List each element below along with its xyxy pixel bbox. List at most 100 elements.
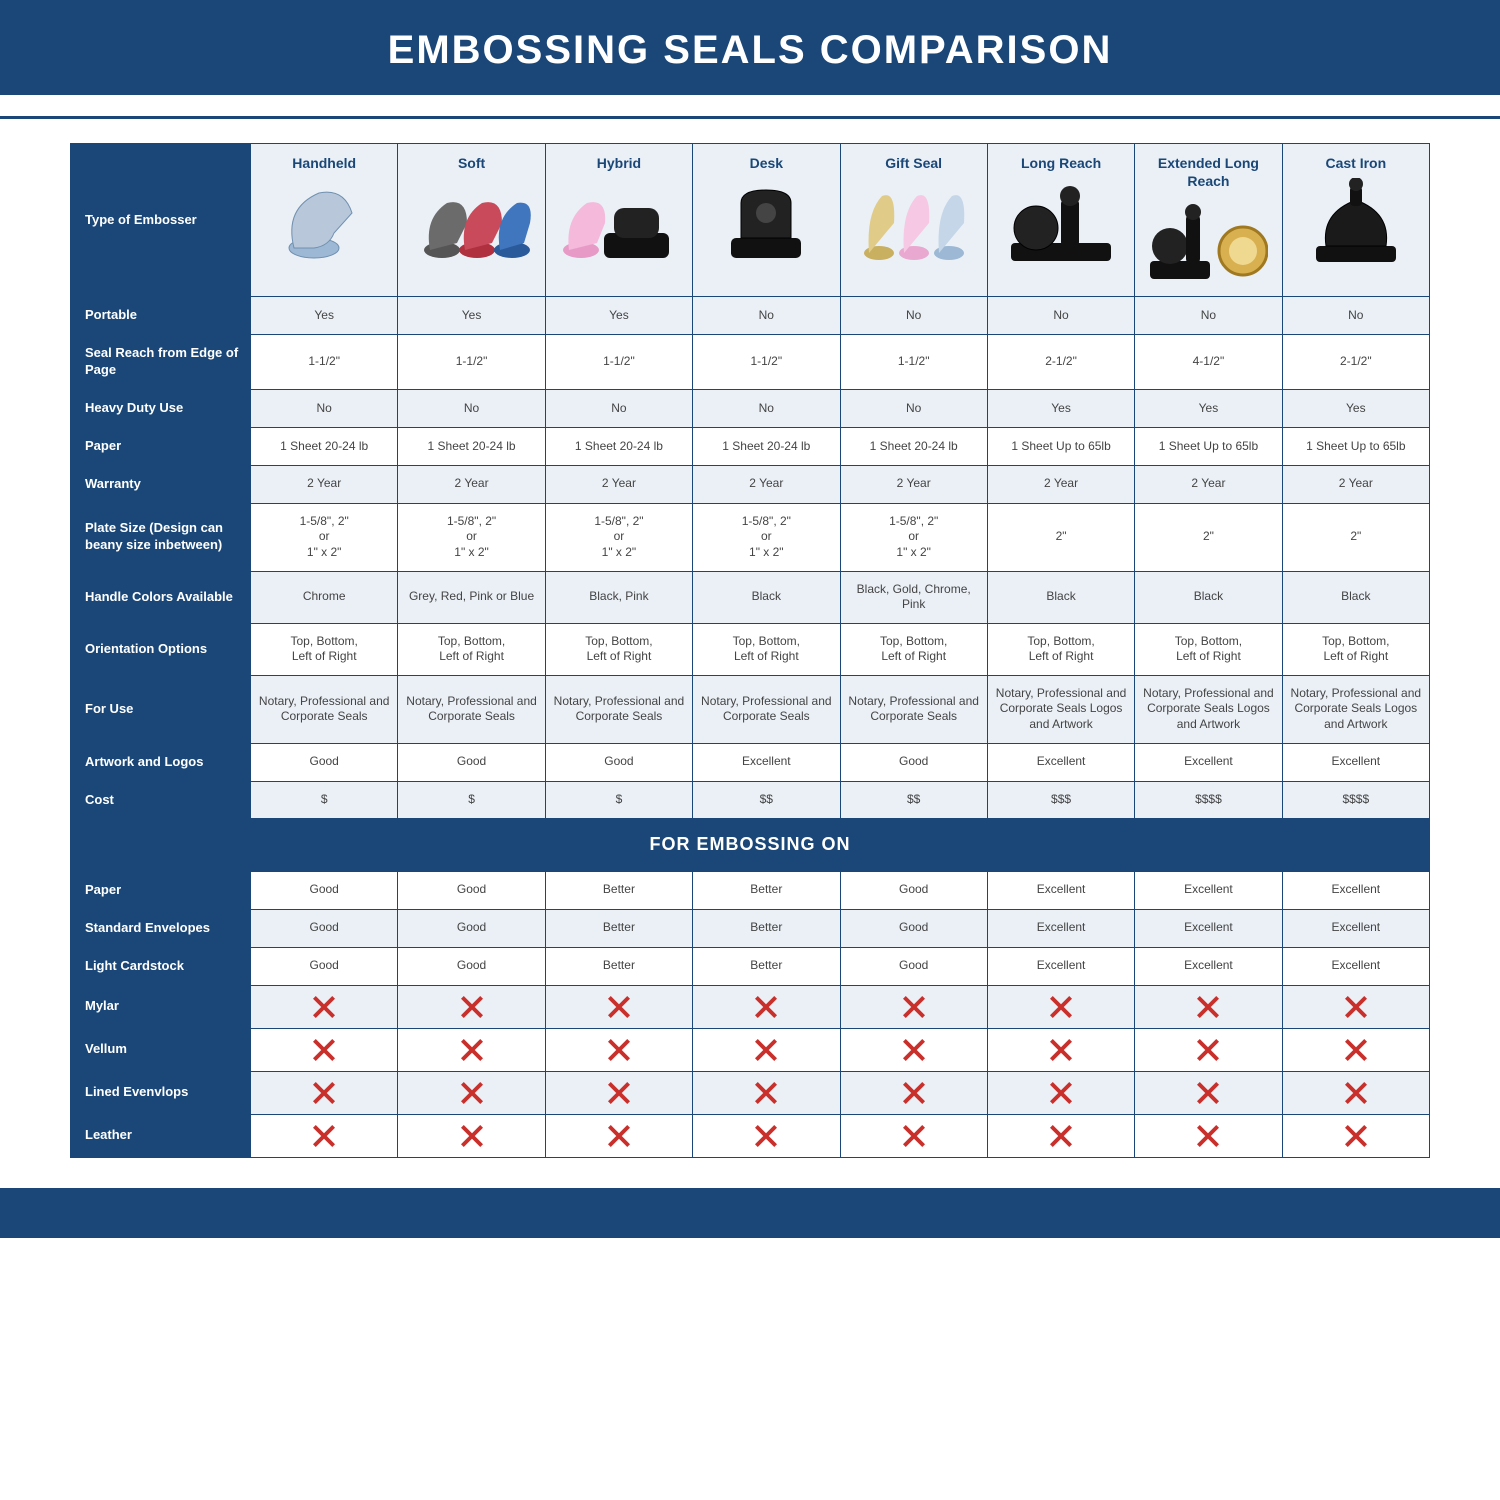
- table-cell: 1 Sheet 20-24 lb: [251, 427, 398, 465]
- table-cell: Notary, Professional and Corporate Seals: [840, 675, 987, 743]
- header-label-type: Type of Embosser: [71, 144, 251, 297]
- table-cell: [251, 1114, 398, 1157]
- table-cell: 2 Year: [987, 465, 1134, 503]
- table-cell: 2-1/2": [987, 335, 1134, 390]
- table-cell: Good: [398, 743, 545, 781]
- footer-bar: [0, 1188, 1500, 1238]
- table-row: PaperGoodGoodBetterBetterGoodExcellentEx…: [71, 871, 1430, 909]
- table-row: Paper1 Sheet 20-24 lb1 Sheet 20-24 lb1 S…: [71, 427, 1430, 465]
- not-recommended-icon: [1345, 1125, 1367, 1147]
- not-recommended-icon: [903, 1039, 925, 1061]
- not-recommended-icon: [1197, 1039, 1219, 1061]
- column-header-castiron: Cast Iron: [1282, 144, 1429, 297]
- column-header-hybrid: Hybrid: [545, 144, 692, 297]
- embosser-thumbnail-icon: [847, 178, 981, 268]
- table-row: Cost$$$$$$$$$$$$$$$$$$: [71, 781, 1430, 819]
- table-cell: [1135, 1071, 1282, 1114]
- table-cell: No: [693, 390, 840, 428]
- table-cell: $: [398, 781, 545, 819]
- table-cell: $$: [840, 781, 987, 819]
- not-recommended-icon: [755, 1082, 777, 1104]
- table-cell: 2 Year: [545, 465, 692, 503]
- table-cell: No: [693, 297, 840, 335]
- table-cell: [1135, 985, 1282, 1028]
- table-cell: 1-1/2": [545, 335, 692, 390]
- table-cell: [398, 1114, 545, 1157]
- table-cell: Excellent: [1282, 947, 1429, 985]
- table-cell: Black, Gold, Chrome, Pink: [840, 571, 987, 623]
- table-cell: 1-1/2": [840, 335, 987, 390]
- table-cell: $$$$: [1282, 781, 1429, 819]
- table-cell: [840, 985, 987, 1028]
- table-cell: 2 Year: [251, 465, 398, 503]
- table-cell: Good: [840, 743, 987, 781]
- table-cell: 2": [1282, 503, 1429, 571]
- table-cell: Yes: [987, 390, 1134, 428]
- table-cell: 1-1/2": [693, 335, 840, 390]
- row-label: Portable: [71, 297, 251, 335]
- not-recommended-icon: [1197, 1125, 1219, 1147]
- not-recommended-icon: [903, 1125, 925, 1147]
- table-cell: Top, Bottom,Left of Right: [251, 623, 398, 675]
- column-title: Hybrid: [552, 154, 686, 172]
- table-cell: Top, Bottom,Left of Right: [398, 623, 545, 675]
- table-cell: Good: [545, 743, 692, 781]
- not-recommended-icon: [608, 1125, 630, 1147]
- not-recommended-icon: [1050, 996, 1072, 1018]
- table-cell: Good: [251, 871, 398, 909]
- table-cell: [545, 1114, 692, 1157]
- table-row: Leather: [71, 1114, 1430, 1157]
- table-cell: Black: [987, 571, 1134, 623]
- table-cell: Notary, Professional and Corporate Seals…: [987, 675, 1134, 743]
- not-recommended-icon: [313, 1082, 335, 1104]
- table-cell: Better: [693, 947, 840, 985]
- not-recommended-icon: [755, 1039, 777, 1061]
- table-cell: $$$: [987, 781, 1134, 819]
- table-cell: [693, 985, 840, 1028]
- table-cell: Excellent: [987, 947, 1134, 985]
- column-header-handheld: Handheld: [251, 144, 398, 297]
- not-recommended-icon: [608, 1082, 630, 1104]
- table-cell: 1-5/8", 2"or1" x 2": [840, 503, 987, 571]
- table-cell: 1-5/8", 2"or1" x 2": [251, 503, 398, 571]
- table-cell: [1282, 1071, 1429, 1114]
- table-cell: Notary, Professional and Corporate Seals: [693, 675, 840, 743]
- embosser-thumbnail-icon: [994, 178, 1128, 268]
- table-cell: Excellent: [693, 743, 840, 781]
- table-cell: 2-1/2": [1282, 335, 1429, 390]
- table-row: Plate Size (Design can beany size inbetw…: [71, 503, 1430, 571]
- table-cell: [1135, 1114, 1282, 1157]
- table-cell: Black: [1282, 571, 1429, 623]
- table-cell: [398, 1028, 545, 1071]
- table-cell: Good: [840, 947, 987, 985]
- column-header-giftseal: Gift Seal: [840, 144, 987, 297]
- table-cell: 2": [1135, 503, 1282, 571]
- table-cell: Yes: [398, 297, 545, 335]
- table-cell: Better: [545, 909, 692, 947]
- table-row: Lined Evenvlops: [71, 1071, 1430, 1114]
- row-label: Paper: [71, 871, 251, 909]
- table-cell: [693, 1028, 840, 1071]
- table-cell: Top, Bottom,Left of Right: [987, 623, 1134, 675]
- table-cell: No: [840, 390, 987, 428]
- table-cell: [1282, 985, 1429, 1028]
- column-title: Extended Long Reach: [1141, 154, 1275, 190]
- table-cell: Good: [840, 871, 987, 909]
- row-label: Light Cardstock: [71, 947, 251, 985]
- table-cell: 2 Year: [1282, 465, 1429, 503]
- table-cell: Good: [398, 909, 545, 947]
- table-cell: No: [398, 390, 545, 428]
- table-cell: [693, 1114, 840, 1157]
- row-label: Cost: [71, 781, 251, 819]
- embosser-thumbnail-icon: [257, 178, 391, 268]
- table-cell: [251, 985, 398, 1028]
- table-cell: No: [251, 390, 398, 428]
- table-cell: [398, 1071, 545, 1114]
- not-recommended-icon: [313, 1125, 335, 1147]
- table-cell: [987, 985, 1134, 1028]
- row-label: Paper: [71, 427, 251, 465]
- table-cell: Top, Bottom,Left of Right: [1282, 623, 1429, 675]
- table-row: Vellum: [71, 1028, 1430, 1071]
- table-cell: Good: [251, 947, 398, 985]
- column-title: Long Reach: [994, 154, 1128, 172]
